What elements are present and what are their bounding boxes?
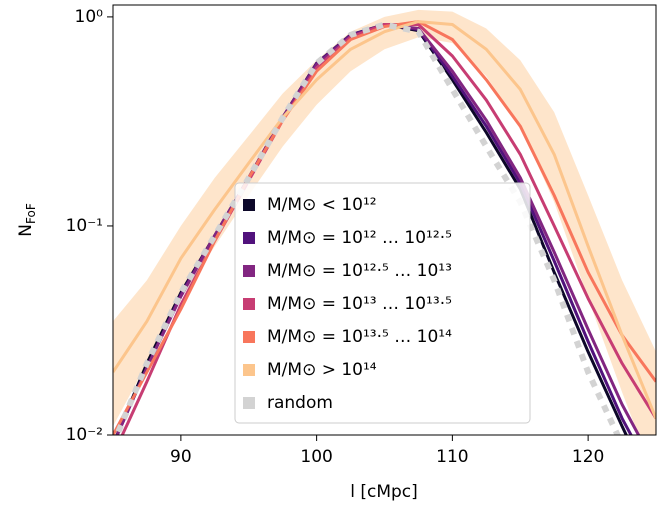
legend-swatch xyxy=(243,232,255,244)
legend-label: M/M⊙ > 10¹⁴ xyxy=(267,360,377,380)
series-line xyxy=(113,20,656,435)
y-label-sub: FoF xyxy=(24,203,38,224)
plot-area xyxy=(113,9,656,435)
legend-box xyxy=(234,182,531,424)
legend-swatch xyxy=(243,199,255,211)
y-tick-label: 10⁰ xyxy=(75,7,104,27)
legend-swatch xyxy=(243,397,255,409)
axes-frame xyxy=(112,4,657,436)
y-tick-label: 10⁻² xyxy=(66,425,103,445)
band xyxy=(113,9,656,435)
y-tick-label: 10⁻¹ xyxy=(66,216,103,236)
legend: M/M⊙ < 10¹² M/M⊙ = 10¹² … 10¹²·⁵ M/M⊙ = 10… xyxy=(234,182,531,424)
x-axis-label: l [cMpc] xyxy=(350,482,418,502)
legend-swatch xyxy=(243,331,255,343)
legend-swatch xyxy=(243,364,255,376)
legend-swatch xyxy=(243,298,255,310)
x-tick-label: 120 xyxy=(572,447,604,467)
series-line xyxy=(113,21,621,435)
y-label-main: N xyxy=(16,224,36,237)
legend-label: M/M⊙ < 10¹² xyxy=(267,195,377,215)
x-tick-label: 100 xyxy=(300,447,332,467)
legend-label: M/M⊙ = 10¹² … 10¹²·⁵ xyxy=(267,228,452,248)
x-tick-label: 110 xyxy=(436,447,468,467)
x-tick-label: 90 xyxy=(170,447,192,467)
legend-label: M/M⊙ = 10¹³·⁵ … 10¹⁴ xyxy=(267,327,452,347)
legend-label: random xyxy=(267,393,333,413)
legend-label: M/M⊙ = 10¹³ … 10¹³·⁵ xyxy=(267,294,452,314)
legend-label: M/M⊙ = 10¹²·⁵ … 10¹³ xyxy=(267,261,452,281)
legend-swatch xyxy=(243,265,255,277)
series-line xyxy=(113,20,656,419)
y-axis-label: NFoF xyxy=(16,203,38,237)
